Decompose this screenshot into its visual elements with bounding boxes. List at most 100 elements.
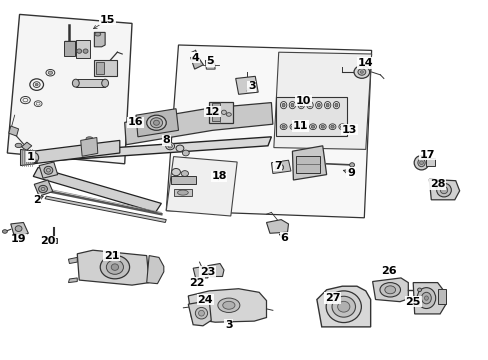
Polygon shape bbox=[235, 76, 258, 94]
Ellipse shape bbox=[439, 186, 447, 194]
Ellipse shape bbox=[360, 71, 363, 73]
Polygon shape bbox=[193, 266, 209, 278]
Ellipse shape bbox=[221, 110, 226, 114]
Bar bbox=[276, 97, 346, 136]
Text: 23: 23 bbox=[200, 267, 215, 277]
Text: 8: 8 bbox=[162, 135, 170, 145]
Ellipse shape bbox=[226, 113, 231, 116]
Polygon shape bbox=[68, 278, 77, 283]
Polygon shape bbox=[207, 264, 224, 276]
Ellipse shape bbox=[424, 296, 427, 300]
Text: 24: 24 bbox=[197, 294, 213, 305]
Text: 17: 17 bbox=[419, 150, 435, 160]
Ellipse shape bbox=[15, 226, 22, 231]
Ellipse shape bbox=[340, 125, 344, 128]
Bar bbox=[295, 156, 320, 173]
Bar bbox=[437, 289, 446, 304]
Ellipse shape bbox=[299, 103, 302, 107]
Ellipse shape bbox=[106, 260, 123, 274]
Ellipse shape bbox=[421, 292, 430, 304]
Polygon shape bbox=[33, 137, 271, 162]
Ellipse shape bbox=[416, 288, 435, 309]
Ellipse shape bbox=[334, 103, 337, 107]
Ellipse shape bbox=[417, 288, 421, 292]
Ellipse shape bbox=[311, 125, 314, 128]
Ellipse shape bbox=[195, 307, 207, 319]
Ellipse shape bbox=[301, 125, 305, 128]
Text: 13: 13 bbox=[341, 125, 357, 135]
Ellipse shape bbox=[281, 125, 285, 128]
Ellipse shape bbox=[275, 164, 283, 171]
Ellipse shape bbox=[181, 171, 188, 176]
Text: 10: 10 bbox=[295, 96, 310, 106]
Text: 1: 1 bbox=[26, 152, 34, 162]
Ellipse shape bbox=[15, 143, 22, 148]
Text: 11: 11 bbox=[292, 121, 307, 131]
Ellipse shape bbox=[102, 79, 108, 87]
Polygon shape bbox=[21, 142, 32, 150]
Polygon shape bbox=[316, 286, 370, 327]
Polygon shape bbox=[94, 32, 105, 47]
Polygon shape bbox=[11, 222, 28, 236]
Polygon shape bbox=[136, 109, 178, 137]
Text: 28: 28 bbox=[429, 179, 445, 189]
Polygon shape bbox=[34, 180, 53, 196]
Ellipse shape bbox=[413, 156, 428, 170]
Ellipse shape bbox=[290, 103, 293, 107]
Ellipse shape bbox=[325, 103, 328, 107]
Polygon shape bbox=[33, 140, 120, 164]
Polygon shape bbox=[428, 179, 459, 200]
Text: 14: 14 bbox=[357, 58, 373, 68]
Polygon shape bbox=[9, 126, 19, 136]
Ellipse shape bbox=[146, 115, 166, 130]
Bar bbox=[173, 189, 192, 196]
Text: 26: 26 bbox=[380, 266, 396, 276]
Polygon shape bbox=[412, 283, 445, 314]
Ellipse shape bbox=[337, 301, 349, 312]
Text: 25: 25 bbox=[405, 297, 420, 307]
Polygon shape bbox=[77, 250, 149, 285]
Polygon shape bbox=[205, 60, 215, 69]
Polygon shape bbox=[7, 14, 132, 164]
Polygon shape bbox=[39, 162, 58, 178]
Text: 6: 6 bbox=[280, 233, 288, 243]
Text: 16: 16 bbox=[128, 117, 143, 127]
Ellipse shape bbox=[357, 69, 365, 75]
Bar bbox=[76, 79, 105, 87]
Ellipse shape bbox=[165, 143, 174, 150]
Ellipse shape bbox=[379, 283, 400, 297]
Polygon shape bbox=[271, 160, 290, 174]
Ellipse shape bbox=[39, 185, 47, 193]
Polygon shape bbox=[20, 149, 34, 166]
Ellipse shape bbox=[2, 230, 7, 233]
Text: 2: 2 bbox=[33, 195, 41, 205]
Ellipse shape bbox=[349, 163, 354, 167]
Polygon shape bbox=[33, 167, 161, 212]
Bar bbox=[63, 41, 75, 56]
Polygon shape bbox=[68, 257, 77, 264]
Ellipse shape bbox=[28, 152, 39, 163]
Polygon shape bbox=[266, 220, 288, 233]
Text: 3: 3 bbox=[224, 320, 232, 330]
Ellipse shape bbox=[171, 168, 180, 176]
Ellipse shape bbox=[308, 103, 311, 107]
Ellipse shape bbox=[177, 190, 188, 195]
Ellipse shape bbox=[242, 81, 251, 90]
Ellipse shape bbox=[198, 310, 204, 316]
Text: 15: 15 bbox=[100, 15, 115, 25]
Ellipse shape bbox=[331, 296, 355, 317]
Text: 3: 3 bbox=[247, 81, 255, 91]
Text: 19: 19 bbox=[11, 234, 26, 244]
Polygon shape bbox=[45, 196, 166, 222]
Ellipse shape bbox=[100, 256, 129, 279]
Ellipse shape bbox=[330, 125, 334, 128]
Ellipse shape bbox=[436, 183, 450, 197]
Ellipse shape bbox=[353, 66, 369, 78]
Polygon shape bbox=[188, 301, 211, 326]
Ellipse shape bbox=[222, 301, 235, 309]
Bar bbox=[76, 40, 90, 58]
Text: 4: 4 bbox=[191, 53, 199, 63]
Polygon shape bbox=[372, 278, 407, 302]
Ellipse shape bbox=[150, 118, 162, 128]
Ellipse shape bbox=[384, 286, 395, 294]
